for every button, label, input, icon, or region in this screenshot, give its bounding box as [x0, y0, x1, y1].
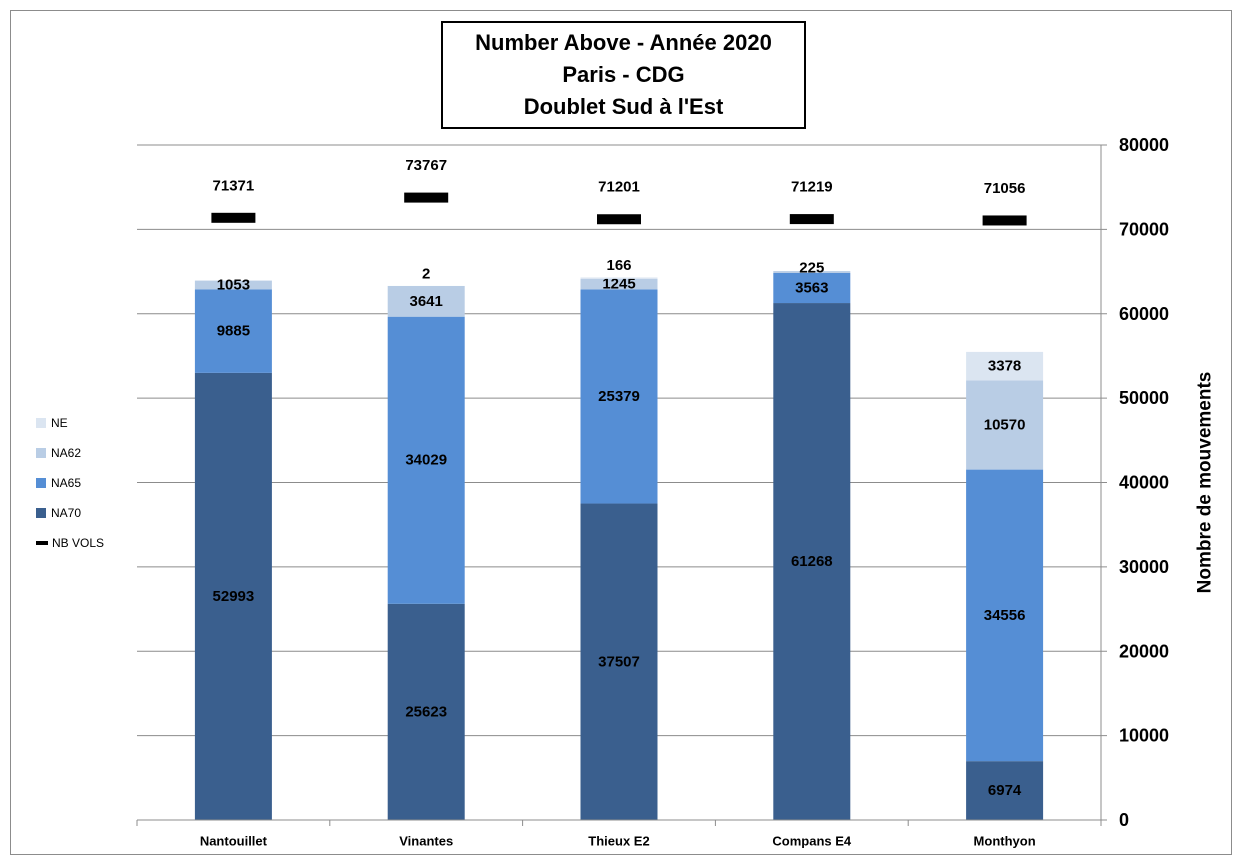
data-label-ne-thieux-e2: 166	[606, 257, 631, 274]
bar-ne-monthyon	[966, 351, 1044, 381]
data-label-na62-thieux-e2: 1245	[602, 276, 635, 293]
legend-label-nb-vols: NB VOLS	[52, 536, 105, 550]
y-tick-label-8: 80000	[1119, 135, 1169, 155]
bar-na65-monthyon	[966, 469, 1044, 762]
y-tick-label-2: 20000	[1119, 641, 1169, 661]
y-tick-label-3: 30000	[1119, 557, 1169, 577]
data-label-na65-monthyon: 34556	[984, 607, 1026, 624]
x-tick-label-nantouillet: Nantouillet	[200, 834, 268, 849]
legend-swatch-na65	[36, 478, 46, 488]
marker-nb-vols-compans-e4	[789, 214, 834, 225]
x-tick-label-vinantes: Vinantes	[399, 834, 453, 849]
legend-line-nb-vols	[36, 541, 48, 545]
legend-swatch-ne	[36, 418, 46, 428]
x-tick-label-compans-e4: Compans E4	[772, 834, 852, 849]
chart-frame	[10, 10, 1232, 855]
bar-ne-thieux-e2	[580, 277, 658, 279]
x-tick-label-monthyon: Monthyon	[974, 834, 1036, 849]
data-label-ne-monthyon: 3378	[988, 358, 1021, 375]
bar-na70-vinantes	[387, 603, 465, 820]
data-label-na70-compans-e4: 61268	[791, 553, 833, 570]
legend-label-na62: NA62	[51, 446, 82, 460]
y-tick-label-6: 60000	[1119, 304, 1169, 324]
chart-title-line-3: Doublet Sud à l'Est	[523, 94, 724, 119]
legend-swatch-na62	[36, 448, 46, 458]
bar-na62-compans-e4	[773, 271, 851, 273]
data-label-na65-compans-e4: 3563	[795, 280, 828, 297]
y-tick-label-1: 10000	[1119, 726, 1169, 746]
marker-nb-vols-monthyon	[982, 215, 1027, 226]
bar-na65-compans-e4	[773, 272, 851, 304]
data-label-na70-monthyon: 6974	[988, 782, 1022, 799]
x-tick-label-thieux-e2: Thieux E2	[588, 834, 649, 849]
data-label-na62-compans-e4: 225	[799, 260, 824, 277]
data-label-nb-vols-compans-e4: 71219	[791, 179, 833, 196]
legend-item-ne: NE	[36, 408, 104, 438]
bar-na70-monthyon	[966, 761, 1044, 820]
data-label-ne-vinantes: 2	[422, 265, 430, 282]
data-label-nb-vols-thieux-e2: 71201	[598, 179, 640, 196]
chart-title: Number Above - Année 2020 Paris - CDG Do…	[441, 21, 806, 129]
legend: NE NA62 NA65 NA70 NB VOLS	[36, 408, 104, 558]
data-label-na70-nantouillet: 52993	[213, 588, 255, 605]
y-tick-label-0: 0	[1119, 810, 1129, 830]
legend-item-na65: NA65	[36, 468, 104, 498]
data-label-na62-vinantes: 3641	[410, 293, 443, 310]
bar-na65-nantouillet	[194, 289, 272, 373]
data-label-na65-nantouillet: 9885	[217, 323, 250, 340]
y-axis-label: Nombre de mouvements	[1195, 372, 1216, 594]
bar-na62-thieux-e2	[580, 278, 658, 290]
legend-item-na70: NA70	[36, 498, 104, 528]
data-label-nb-vols-vinantes: 73767	[405, 157, 447, 174]
legend-label-na65: NA65	[51, 476, 82, 490]
bar-na65-vinantes	[387, 316, 465, 604]
data-label-na65-thieux-e2: 25379	[598, 388, 640, 405]
y-tick-label-5: 50000	[1119, 388, 1169, 408]
legend-label-na70: NA70	[51, 506, 82, 520]
data-label-na70-thieux-e2: 37507	[598, 653, 640, 670]
bar-na70-nantouillet	[194, 372, 272, 820]
chart-title-line-2: Paris - CDG	[562, 62, 685, 87]
bar-na70-compans-e4	[773, 303, 851, 820]
bar-na62-vinantes	[387, 285, 465, 317]
data-label-na62-nantouillet: 1053	[217, 277, 250, 294]
marker-nb-vols-thieux-e2	[597, 214, 641, 225]
data-label-na65-vinantes: 34029	[405, 452, 447, 469]
data-label-nb-vols-nantouillet: 71371	[213, 177, 255, 194]
legend-item-na62: NA62	[36, 438, 104, 468]
data-label-nb-vols-monthyon: 71056	[984, 180, 1026, 197]
marker-nb-vols-vinantes	[404, 192, 449, 203]
marker-nb-vols-nantouillet	[211, 212, 256, 223]
bar-na65-thieux-e2	[580, 289, 658, 504]
bar-na70-thieux-e2	[580, 503, 658, 820]
bar-na62-nantouillet	[194, 280, 272, 290]
bar-na62-monthyon	[966, 380, 1044, 470]
chart-title-line-1: Number Above - Année 2020	[475, 30, 772, 55]
legend-swatch-na70	[36, 508, 46, 518]
data-label-na62-monthyon: 10570	[984, 416, 1026, 433]
y-tick-label-7: 70000	[1119, 219, 1169, 239]
legend-label-ne: NE	[51, 416, 68, 430]
data-label-na70-vinantes: 25623	[405, 703, 447, 720]
y-tick-label-4: 40000	[1119, 473, 1169, 493]
legend-item-nb-vols: NB VOLS	[36, 528, 104, 558]
